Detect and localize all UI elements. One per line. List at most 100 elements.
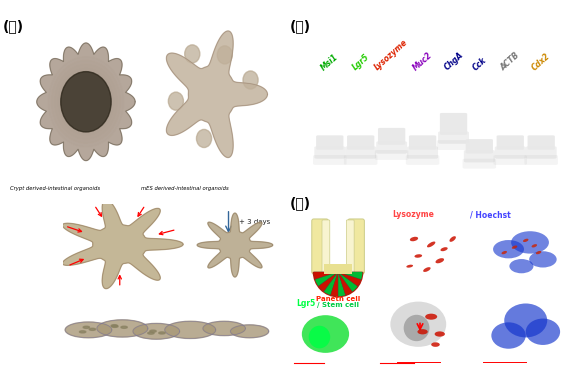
FancyBboxPatch shape [345,146,376,159]
Ellipse shape [536,251,541,254]
Circle shape [165,321,215,339]
Text: Muc2: Muc2 [411,50,434,72]
Ellipse shape [431,342,440,347]
Ellipse shape [414,254,422,258]
Wedge shape [338,272,352,295]
Ellipse shape [493,240,524,258]
Text: Paneth cell: Paneth cell [316,296,360,302]
Circle shape [61,72,111,132]
Text: Cck: Cck [470,55,488,72]
Ellipse shape [406,265,413,268]
Text: ACTB: ACTB [499,51,521,72]
FancyBboxPatch shape [462,159,496,169]
Circle shape [52,60,120,143]
Ellipse shape [526,319,560,345]
FancyBboxPatch shape [466,139,493,153]
Ellipse shape [532,244,537,247]
FancyBboxPatch shape [348,219,364,274]
Ellipse shape [423,267,431,272]
FancyBboxPatch shape [347,135,374,150]
Polygon shape [37,43,135,161]
FancyBboxPatch shape [312,219,328,274]
FancyBboxPatch shape [406,155,439,165]
Circle shape [54,64,117,139]
Ellipse shape [302,315,349,353]
FancyBboxPatch shape [375,150,409,160]
FancyBboxPatch shape [409,135,436,150]
Circle shape [159,332,165,334]
FancyBboxPatch shape [324,264,352,274]
FancyBboxPatch shape [495,146,526,159]
Text: Lgr5: Lgr5 [296,299,316,308]
Ellipse shape [449,236,456,242]
Wedge shape [313,272,363,297]
FancyBboxPatch shape [493,155,527,165]
FancyBboxPatch shape [376,141,407,154]
Wedge shape [314,272,338,279]
Circle shape [65,322,112,338]
Circle shape [111,325,117,327]
Text: CLOSED: CLOSED [28,162,49,167]
Text: Msi1: Msi1 [319,52,340,72]
Wedge shape [338,272,361,286]
Ellipse shape [511,231,549,254]
Circle shape [133,323,179,339]
Wedge shape [338,272,358,292]
Text: Lysozyme: Lysozyme [373,38,410,72]
Circle shape [185,45,200,63]
Circle shape [203,321,245,336]
Circle shape [83,326,89,328]
Circle shape [168,92,183,110]
Ellipse shape [441,247,448,251]
Circle shape [89,328,96,330]
Text: mES derived-intestinal organoids: mES derived-intestinal organoids [141,186,229,191]
FancyBboxPatch shape [344,155,378,165]
Circle shape [230,325,269,338]
Circle shape [243,71,258,89]
Circle shape [112,325,118,327]
Text: Cdx2: Cdx2 [530,51,552,72]
Text: ChgA: ChgA [442,51,465,72]
Circle shape [150,330,156,332]
Text: Crypt derived-intestinal organoids: Crypt derived-intestinal organoids [10,186,100,191]
FancyBboxPatch shape [313,155,347,165]
Ellipse shape [501,251,507,254]
FancyBboxPatch shape [314,146,345,159]
Ellipse shape [435,331,445,337]
FancyBboxPatch shape [438,131,469,144]
Ellipse shape [491,322,526,349]
Ellipse shape [404,315,430,341]
FancyBboxPatch shape [440,113,467,135]
Circle shape [58,68,114,136]
Ellipse shape [509,259,533,273]
Ellipse shape [504,303,547,337]
FancyBboxPatch shape [322,220,330,273]
Text: / Stem cell: / Stem cell [317,302,359,308]
Circle shape [61,72,111,132]
Ellipse shape [309,326,330,348]
FancyBboxPatch shape [497,135,524,150]
Text: Lgr5: Lgr5 [351,52,371,72]
FancyBboxPatch shape [378,128,405,145]
Wedge shape [324,272,338,295]
Ellipse shape [523,239,528,242]
Wedge shape [338,272,363,279]
Ellipse shape [512,245,517,249]
Ellipse shape [425,314,437,320]
Polygon shape [62,200,183,289]
Wedge shape [315,272,338,286]
Text: + 3 days: + 3 days [239,219,270,225]
Circle shape [121,326,127,328]
FancyBboxPatch shape [524,155,558,165]
Circle shape [217,46,233,64]
Text: (다): (다) [289,196,311,211]
FancyBboxPatch shape [407,146,438,159]
Ellipse shape [435,258,444,263]
Circle shape [197,129,211,147]
Ellipse shape [529,251,556,268]
FancyBboxPatch shape [464,150,495,162]
Circle shape [148,332,154,334]
Circle shape [48,57,124,147]
Wedge shape [338,272,346,296]
FancyBboxPatch shape [346,220,354,273]
